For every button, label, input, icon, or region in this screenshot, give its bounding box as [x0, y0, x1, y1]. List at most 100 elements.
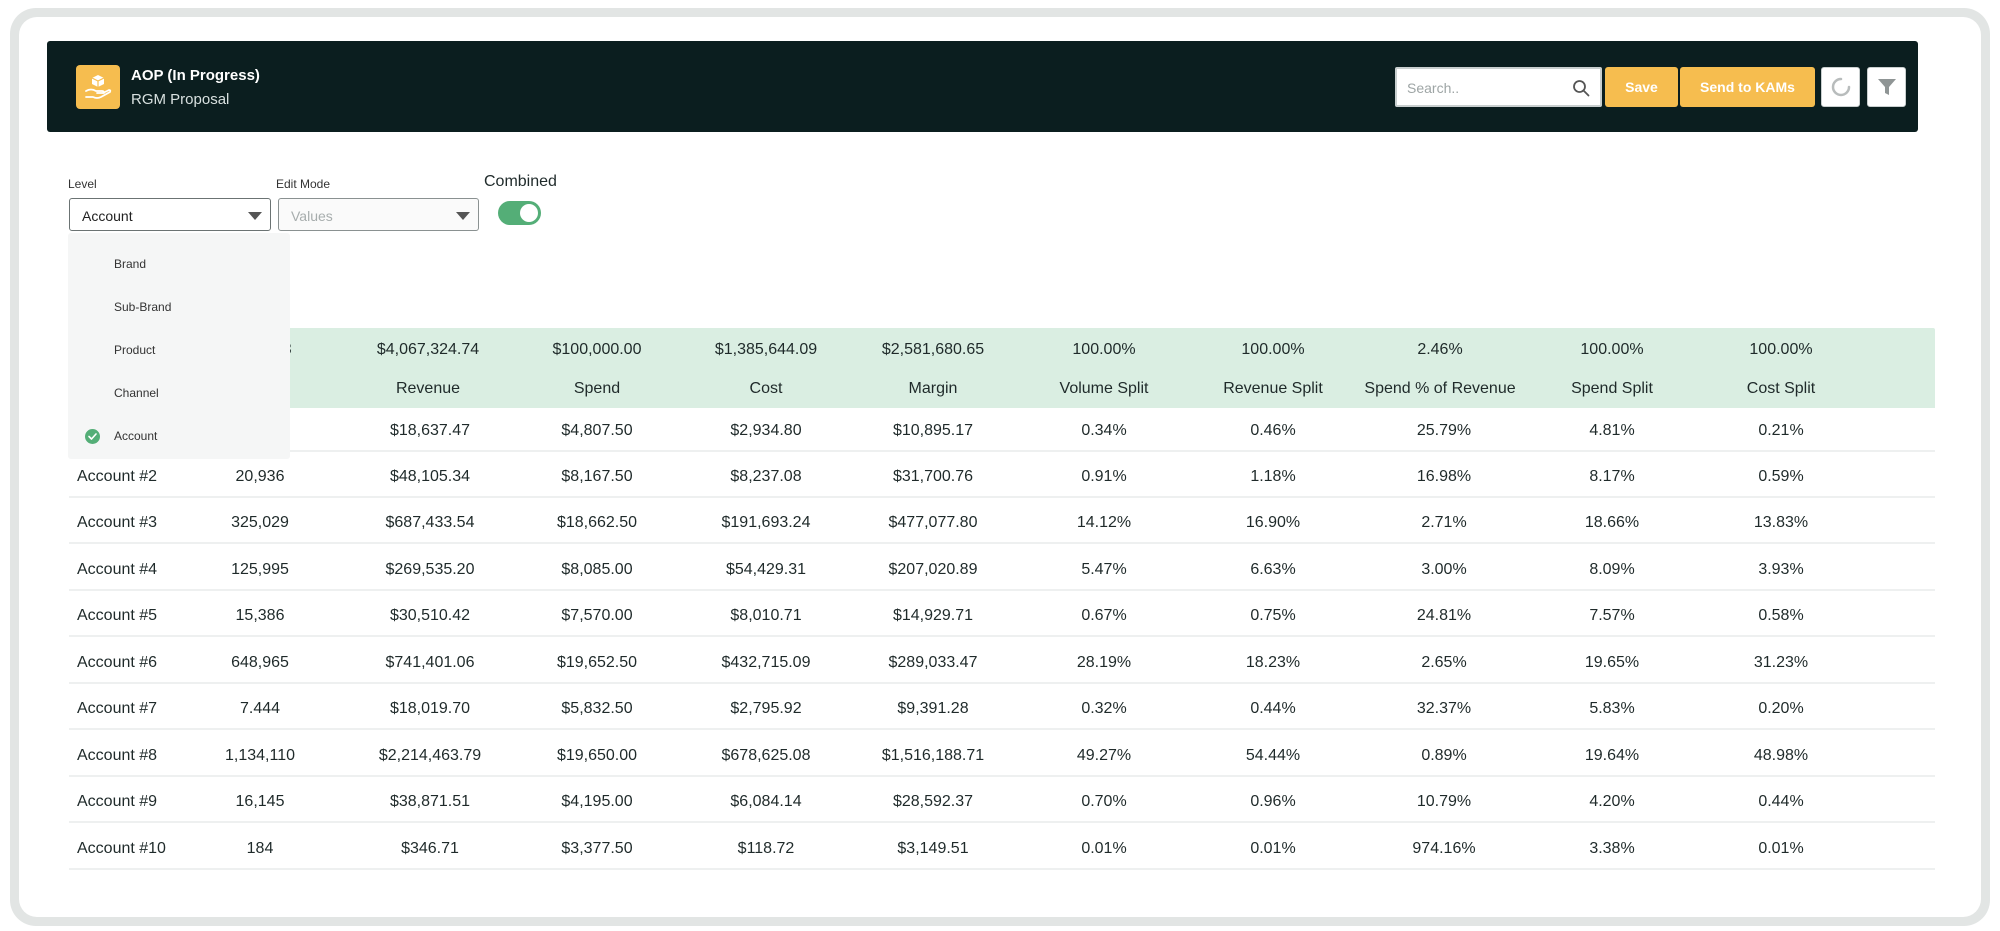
column-header[interactable]: Revenue Split: [1223, 380, 1323, 397]
table-cell: $4,807.50: [561, 422, 633, 439]
combined-toggle[interactable]: [498, 201, 541, 225]
table-cell: $2,795.92: [730, 700, 802, 717]
table-cell: $10,895.17: [892, 422, 974, 439]
table-cell: 19.64%: [1584, 747, 1640, 764]
table-row[interactable]: Account #5 15,386 $30,510.42 $7,570.00 $8,01…: [69, 593, 1935, 637]
chevron-down-icon: [456, 212, 470, 220]
dropdown-option[interactable]: Channel: [68, 372, 290, 414]
level-select-value: Account: [82, 208, 133, 224]
combined-label: Combined: [484, 173, 557, 190]
search-box[interactable]: [1395, 67, 1602, 107]
dropdown-option[interactable]: Brand: [68, 243, 290, 285]
account-name: Account #5: [77, 607, 158, 624]
total-value: 100.00%: [1072, 341, 1136, 358]
table-cell: 0.44%: [1250, 700, 1296, 717]
chevron-down-icon: [248, 212, 262, 220]
table-cell: 974.16%: [1412, 840, 1476, 857]
table-cell: 8.17%: [1589, 468, 1635, 485]
table-row[interactable]: Account #9 16,145 $38,871.51 $4,195.00 $6,08…: [69, 779, 1935, 823]
table-cell: 10.79%: [1416, 793, 1472, 810]
table-cell: $48,105.34: [389, 468, 471, 485]
table-cell: $5,832.50: [561, 700, 633, 717]
table-cell: 0.01%: [1081, 840, 1127, 857]
table-row[interactable]: Account #2 20,936 $48,105.34 $8,167.50 $8,23…: [69, 454, 1935, 498]
dropdown-option[interactable]: Account: [68, 415, 290, 457]
column-header[interactable]: Cost: [749, 380, 783, 397]
table-cell: $8,010.71: [730, 607, 802, 624]
total-value: $2,581,680.65: [881, 341, 985, 358]
search-icon[interactable]: [1572, 79, 1590, 97]
edit-mode-select[interactable]: Values: [278, 198, 479, 231]
table-cell: $8,237.08: [730, 468, 802, 485]
table-cell: 2.71%: [1421, 514, 1467, 531]
table-cell: 0.44%: [1758, 793, 1804, 810]
table-cell: $741,401.06: [385, 654, 475, 671]
dropdown-option-label: Brand: [114, 257, 147, 271]
column-header[interactable]: Revenue: [395, 380, 461, 397]
table-cell: 648,965: [231, 654, 289, 671]
dropdown-option[interactable]: Sub-Brand: [68, 286, 290, 328]
table-cell: $678,625.08: [721, 747, 811, 764]
table-cell: 54.44%: [1245, 747, 1301, 764]
send-to-kams-button[interactable]: Send to KAMs: [1680, 67, 1815, 107]
table-row[interactable]: Account #4 125,995 $269,535.20 $8,085.00 $54…: [69, 547, 1935, 591]
table-cell: 14.12%: [1076, 514, 1132, 531]
table-cell: 7.444: [239, 700, 281, 717]
table-cell: 184: [246, 840, 274, 857]
table-cell: 0.89%: [1421, 747, 1467, 764]
table-cell: 16.98%: [1416, 468, 1472, 485]
refresh-icon: [1831, 77, 1850, 97]
column-header[interactable]: Cost Split: [1746, 380, 1816, 397]
table-cell: 0.67%: [1081, 607, 1127, 624]
table-row[interactable]: 7,739$18,637.47$4,807.50$2,934.80$10,895…: [69, 408, 1935, 452]
table-cell: 6.63%: [1250, 561, 1296, 578]
account-name: Account #10: [77, 840, 166, 857]
table-row[interactable]: Account #3 325,029 $687,433.54 $18,662.50 $1…: [69, 500, 1935, 544]
table-cell: 3.00%: [1421, 561, 1467, 578]
table-header: 2,301,933Volume$4,067,324.74Revenue$100,…: [69, 328, 1935, 410]
table-cell: 5.83%: [1589, 700, 1635, 717]
table-cell: 16,145: [235, 793, 285, 810]
level-dropdown-menu: Brand Sub-Brand Product Channel Account: [68, 233, 290, 459]
dropdown-option[interactable]: Product: [68, 329, 290, 371]
table-row[interactable]: Account #6 648,965 $741,401.06 $19,652.50 $4…: [69, 640, 1935, 684]
edit-mode-label: Edit Mode: [276, 177, 331, 191]
column-header[interactable]: Spend: [573, 380, 621, 397]
dropdown-option-label: Account: [114, 429, 158, 443]
table-cell: $2,214,463.79: [378, 747, 482, 764]
account-name: Account #4: [77, 561, 158, 578]
account-name: Account #2: [77, 468, 158, 485]
level-select[interactable]: Account: [69, 198, 271, 231]
column-header[interactable]: Volume Split: [1059, 380, 1149, 397]
check-circle-icon: [85, 429, 100, 444]
column-header[interactable]: Margin: [908, 380, 958, 397]
table-cell: 25.79%: [1416, 422, 1472, 439]
table-row[interactable]: Account #8 1,134,110 $2,214,463.79 $19,650.…: [69, 733, 1935, 777]
table-cell: $432,715.09: [721, 654, 811, 671]
search-input[interactable]: [1407, 78, 1567, 98]
table-row[interactable]: Account #10 184 $346.71 $3,377.50 $118.72 $3,…: [69, 826, 1935, 870]
table-row[interactable]: Account #7 7.444 $18,019.70 $5,832.50 $2,795…: [69, 686, 1935, 730]
table-cell: $4,195.00: [561, 793, 633, 810]
save-button[interactable]: Save: [1605, 67, 1678, 107]
filter-button[interactable]: [1867, 67, 1906, 107]
table-cell: 0.32%: [1081, 700, 1127, 717]
account-name: Account #7: [77, 700, 158, 717]
table-cell: 2.65%: [1421, 654, 1467, 671]
dropdown-option-label: Product: [114, 343, 156, 357]
table-cell: $31,700.76: [892, 468, 974, 485]
table-cell: $118.72: [737, 840, 795, 857]
column-header[interactable]: Spend % of Revenue: [1364, 380, 1516, 397]
table-cell: 1.18%: [1250, 468, 1296, 485]
column-header[interactable]: Spend Split: [1571, 380, 1653, 397]
total-value: $100,000.00: [552, 341, 642, 358]
app-title: AOP (In Progress): [131, 67, 260, 84]
hand-box-icon: [76, 65, 120, 109]
table-cell: 5.47%: [1081, 561, 1127, 578]
table-cell: $18,637.47: [389, 422, 471, 439]
table-cell: 325,029: [231, 514, 289, 531]
refresh-button[interactable]: [1821, 67, 1860, 107]
table-cell: 0.01%: [1758, 840, 1804, 857]
table-cell: $8,167.50: [561, 468, 633, 485]
table-cell: 32.37%: [1416, 700, 1472, 717]
